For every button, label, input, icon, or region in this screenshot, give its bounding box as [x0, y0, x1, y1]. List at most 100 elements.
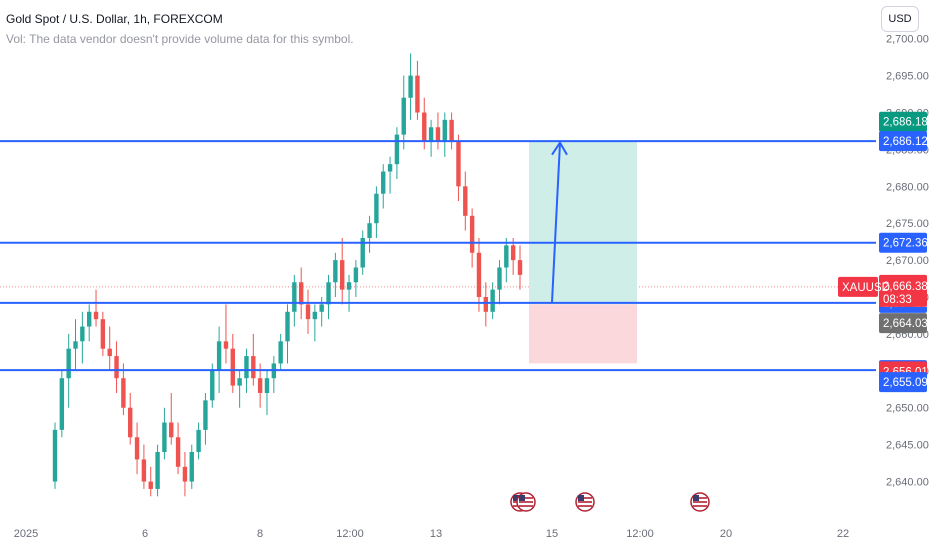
candle — [230, 333, 235, 393]
candle — [107, 326, 112, 371]
horizontal-lines[interactable] — [0, 140, 876, 372]
candles-layer — [0, 53, 876, 497]
candle — [456, 134, 461, 202]
candle — [298, 267, 304, 320]
candle-body — [196, 429, 201, 453]
volume-note: Vol: The data vendor doesn't provide vol… — [6, 32, 354, 46]
time-tick-label: 2025 — [14, 528, 38, 540]
candle-body — [326, 282, 331, 305]
candle — [169, 392, 174, 445]
candle — [73, 319, 78, 371]
us-event-flag-icon[interactable] — [575, 492, 595, 512]
candle — [141, 444, 147, 489]
price-tick-label: 2,695.00 — [886, 71, 929, 83]
lower-line-price-label-top-bg — [879, 372, 927, 393]
candle — [175, 422, 181, 475]
candle — [346, 274, 352, 312]
candle-body — [504, 245, 509, 268]
candle — [223, 304, 229, 364]
time-axis[interactable]: 2025 6 8 12:00 13 15 12:00 20 22 — [14, 528, 849, 540]
candle — [415, 60, 420, 120]
price-tick-label: 2,700.00 — [886, 34, 929, 46]
target-price-label: 2,686.18 — [879, 111, 928, 132]
candle-body — [463, 186, 468, 216]
candle — [428, 119, 434, 157]
candle-body — [141, 459, 147, 482]
time-tick-label: 8 — [257, 528, 263, 540]
candle — [374, 186, 379, 238]
candle-body — [121, 378, 126, 408]
candle — [216, 326, 222, 393]
candle — [340, 237, 345, 305]
last-price-bg — [879, 274, 927, 307]
candle-body — [169, 422, 174, 438]
projection-arrow[interactable] — [551, 142, 561, 303]
price-labels: 2,686.182,686.122,672.362,664.212,655.09… — [838, 111, 928, 393]
time-tick-label: 15 — [546, 528, 558, 540]
candle-body — [73, 341, 78, 349]
candle-body — [517, 260, 523, 275]
candle — [292, 274, 297, 327]
candle — [114, 341, 119, 393]
middle-line-price-label-text: 2,672.36 — [883, 238, 928, 250]
profit-zone[interactable] — [529, 140, 637, 305]
flag-canton — [519, 495, 525, 501]
candle-body — [312, 311, 318, 320]
candle — [463, 171, 468, 231]
time-tick-label: 12:00 — [626, 528, 654, 540]
us-event-flag-icon[interactable] — [516, 492, 536, 512]
upper-line-price-label: 2,686.12 — [879, 131, 928, 152]
candle — [469, 208, 475, 268]
position-tool[interactable] — [529, 140, 637, 364]
candle — [305, 289, 311, 334]
candle — [333, 252, 338, 298]
candle — [80, 311, 85, 364]
economic-events[interactable] — [510, 492, 710, 512]
candle-body — [114, 356, 119, 379]
candle — [100, 311, 106, 357]
candle-body — [442, 119, 447, 143]
candle — [394, 127, 400, 179]
candle-body — [381, 171, 386, 194]
candle — [312, 304, 318, 342]
price-tick-label: 2,670.00 — [886, 255, 929, 267]
candle-body — [394, 134, 400, 165]
lower-line-price-label-top: 2,655.09 — [879, 372, 928, 393]
flag-canton — [693, 495, 699, 501]
flag-canton — [578, 495, 584, 501]
candle-body — [59, 378, 65, 430]
candle — [93, 289, 99, 327]
candle-body — [155, 452, 160, 489]
projection-arrowhead — [551, 140, 568, 156]
middle-line-price-label: 2,672.36 — [879, 232, 928, 253]
middle-line-price-label-bg — [879, 232, 927, 253]
us-event-flag-icon[interactable] — [690, 492, 710, 512]
candle-body — [134, 437, 140, 460]
candle — [148, 466, 153, 497]
candle — [504, 237, 509, 283]
candle-body — [189, 452, 194, 482]
candle — [237, 370, 242, 408]
symbol-tag-text: XAUUSD — [842, 282, 890, 294]
candle-body — [483, 297, 489, 312]
candle — [196, 422, 201, 460]
loss-zone[interactable] — [529, 304, 637, 364]
time-tick-label: 6 — [142, 528, 148, 540]
candle-body — [264, 378, 270, 393]
price-tick-label: 2,645.00 — [886, 440, 929, 452]
candle-body — [216, 341, 222, 371]
candle-body — [175, 437, 181, 467]
candle-body — [408, 75, 413, 98]
candle — [381, 164, 386, 209]
candle — [449, 112, 454, 150]
candle-body — [203, 400, 208, 430]
currency-button[interactable]: USD — [881, 6, 919, 32]
candle-body — [237, 378, 242, 386]
candle — [251, 333, 256, 386]
candle-body — [456, 142, 461, 187]
candle-body — [422, 112, 427, 143]
candle-body — [497, 267, 502, 290]
entry-price-label: 2,664.03 — [879, 313, 928, 334]
price-axis[interactable]: 2,640.002,645.002,650.002,655.002,660.00… — [886, 34, 929, 489]
